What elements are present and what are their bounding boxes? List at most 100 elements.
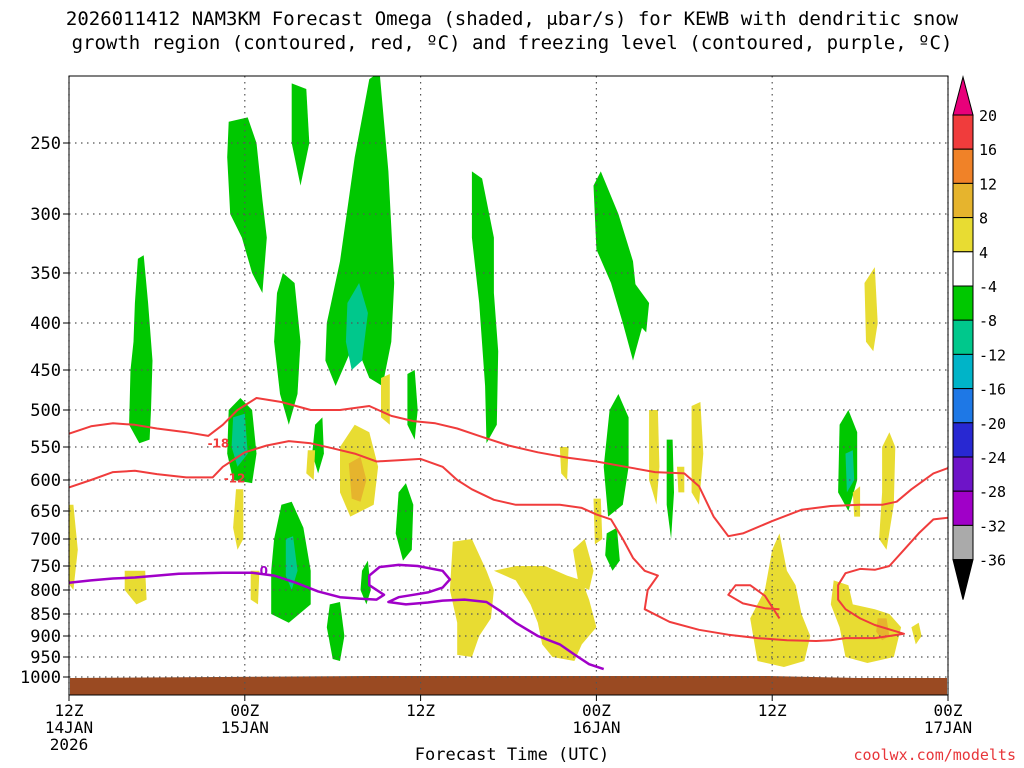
colorbar-legend: 20 16 12 8 4 -4 -8 -12 -16 -20 -24 -28 -32 -36 <box>952 75 1006 600</box>
colorbar-segment <box>952 490 974 526</box>
x-tick-label: 2026 <box>50 735 89 754</box>
colorbar-segment <box>952 251 974 287</box>
omega-region <box>750 533 811 667</box>
dgz-contour-label: -18 <box>208 436 230 450</box>
colorbar-segment <box>952 217 974 253</box>
omega-region <box>559 447 569 480</box>
omega-region <box>348 456 367 502</box>
omega-region <box>285 536 298 590</box>
dgz-contour-label: -12 <box>224 472 246 486</box>
omega-region <box>493 566 597 661</box>
omega-region <box>879 432 896 550</box>
omega-region <box>864 267 878 352</box>
y-tick-label: 950 <box>30 648 61 668</box>
ground-terrain <box>70 676 947 695</box>
freezing-level-contour <box>69 563 605 671</box>
omega-region <box>360 560 371 605</box>
colorbar-top-arrow <box>952 75 974 116</box>
y-tick-label: 250 <box>30 134 61 154</box>
x-axis-title: Forecast Time (UTC) <box>414 745 610 765</box>
colorbar-segment <box>952 422 974 458</box>
temperature-contours: -18 -12 0 <box>69 397 948 671</box>
omega-region <box>306 450 316 480</box>
y-tick-label: 500 <box>30 401 61 421</box>
omega-region <box>449 539 494 657</box>
omega-region <box>381 374 390 425</box>
omega-region <box>291 83 310 186</box>
y-tick-label: 350 <box>30 264 61 284</box>
x-tick-label: 14JAN <box>45 718 93 737</box>
omega-region <box>852 486 861 517</box>
colorbar-label: 16 <box>979 141 997 159</box>
y-tick-label: 550 <box>30 438 61 458</box>
colorbar-label: 8 <box>979 210 988 228</box>
colorbar-bottom-arrow <box>952 559 974 600</box>
colorbar-label: -4 <box>979 278 997 296</box>
credit-link[interactable]: coolwx.com/modelts <box>853 746 1016 764</box>
omega-region <box>124 570 147 605</box>
x-tick-label: 12Z <box>55 701 84 720</box>
colorbar-label: 20 <box>979 107 997 125</box>
omega-region <box>593 498 603 545</box>
omega-region <box>634 283 650 333</box>
y-tick-label: 800 <box>30 581 61 601</box>
plot-frame <box>68 75 949 696</box>
omega-shading <box>69 76 922 667</box>
chart-title-line-1: 2026011412 NAM3KM Forecast Omega (shaded… <box>65 8 959 30</box>
omega-region <box>876 618 890 641</box>
omega-region <box>593 171 644 361</box>
colorbar-label: -36 <box>979 552 1006 570</box>
dgz-contour <box>69 397 948 538</box>
x-tick-label: 00Z <box>582 701 611 720</box>
omega-region <box>471 171 499 444</box>
colorbar-label: -24 <box>979 449 1006 467</box>
x-tick-label: 12Z <box>758 701 787 720</box>
ground-surface <box>70 678 947 695</box>
y-tick-label: 900 <box>30 627 61 647</box>
colorbar-segment <box>952 524 974 561</box>
colorbar-label: 4 <box>979 244 988 262</box>
colorbar-segment <box>952 388 974 424</box>
y-tick-label: 1000 <box>20 668 61 688</box>
plot-area <box>69 76 948 695</box>
x-tick-label: 16JAN <box>572 718 620 737</box>
omega-region <box>325 76 395 386</box>
plot-background <box>69 76 948 695</box>
y-tick-label: 850 <box>30 605 61 625</box>
colorbar-segment <box>952 456 974 492</box>
colorbar-label: -8 <box>979 312 997 330</box>
colorbar-label: -28 <box>979 483 1006 501</box>
y-tick-label: 600 <box>30 471 61 491</box>
omega-region <box>274 273 301 425</box>
omega-region <box>69 504 78 590</box>
x-tick-label: 15JAN <box>221 718 269 737</box>
y-tick-label: 400 <box>30 314 61 334</box>
colorbar-segment <box>952 285 974 321</box>
colorbar-label: -16 <box>979 381 1006 399</box>
colorbar-label: 12 <box>979 175 997 193</box>
omega-region <box>233 489 244 550</box>
dgz-contour <box>69 440 948 642</box>
colorbar-segment <box>952 114 974 150</box>
colorbar-label: -20 <box>979 415 1006 433</box>
omega-region <box>845 450 855 493</box>
omega-region <box>129 255 153 444</box>
x-tick-label: 00Z <box>934 701 963 720</box>
omega-region <box>691 402 704 505</box>
x-tick-label: 00Z <box>230 701 259 720</box>
omega-region <box>911 622 922 645</box>
x-tick-label: 12Z <box>406 701 435 720</box>
omega-region <box>603 394 629 517</box>
dgz-contour <box>727 584 781 619</box>
colorbar-segment <box>952 319 974 355</box>
x-tick-label: 17JAN <box>924 718 972 737</box>
omega-region <box>649 410 660 505</box>
colorbar-segment <box>952 148 974 184</box>
y-tick-label: 450 <box>30 361 61 381</box>
omega-region <box>573 539 594 590</box>
omega-region <box>345 283 368 370</box>
freezing-level-contour-label: 0 <box>260 564 268 578</box>
omega-region <box>250 570 260 605</box>
omega-region <box>666 439 674 539</box>
